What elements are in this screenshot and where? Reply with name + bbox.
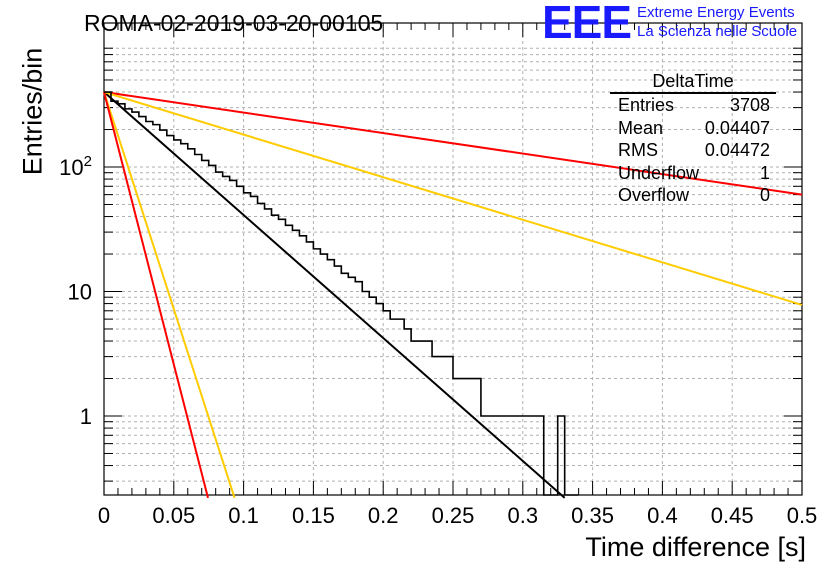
histogram (104, 91, 579, 496)
y-axis-label: Entries/bin (17, 47, 48, 176)
fit-curve-2 (103, 91, 803, 306)
x-tick-label: 0.05 (152, 503, 195, 528)
logo-line-1: Extreme Energy Events (637, 4, 795, 21)
stats-value: 1 (759, 162, 770, 183)
logo-line-2: La Scienza nelle Scuole (637, 23, 798, 40)
x-tick-label: 0.35 (571, 503, 614, 528)
eee-logo: EEE (542, 0, 632, 48)
stats-row: Overflow 0 (610, 184, 776, 207)
histogram-steps (104, 91, 579, 496)
fit-curve-0 (103, 91, 566, 499)
x-tick-label: 0.1 (228, 503, 259, 528)
stats-title: DeltaTime (610, 70, 776, 94)
x-tick-label: 0.5 (787, 503, 818, 528)
stats-value: 3708 (729, 95, 770, 115)
x-tick-label: 0 (98, 503, 110, 528)
stats-row: Underflow 1 (610, 162, 776, 185)
x-tick-label: 0.45 (711, 503, 754, 528)
y-tick-label: 102 (59, 153, 92, 180)
stats-label: Entries (618, 95, 675, 115)
fit-curve-3 (103, 91, 236, 499)
fit-curve-1 (103, 91, 803, 196)
x-axis-label: Time difference [s] (585, 532, 806, 562)
fit-curve-4 (103, 91, 209, 499)
stats-label: Overflow (618, 185, 690, 205)
axes (103, 22, 803, 496)
y-tick-label: 10 (68, 280, 92, 305)
stats-label: RMS (618, 140, 658, 160)
stats-value: 0 (759, 185, 770, 205)
fit-curves (103, 91, 803, 499)
stats-box: DeltaTime Entries 3708 Mean 0.04407 RMS 0.0… (610, 70, 776, 207)
x-tick-label: 0.2 (368, 503, 399, 528)
stats-value: 0.04407 (704, 117, 770, 138)
x-tick-label: 0.4 (647, 503, 678, 528)
x-tick-label: 0.25 (432, 503, 475, 528)
stats-row: RMS 0.04472 (610, 139, 776, 162)
stats-value: 0.04472 (704, 140, 770, 160)
stats-row: Mean 0.04407 (610, 117, 776, 140)
tick-labels: 0 0.05 0.1 0.15 0.2 0.25 0.3 0.35 0.4 0.45 0.51101… (59, 153, 817, 528)
stats-label: Mean (618, 117, 664, 138)
stats-label: Underflow (618, 162, 700, 183)
y-tick-label: 1 (80, 404, 92, 429)
x-tick-label: 0.15 (292, 503, 335, 528)
stats-row: Entries 3708 (610, 94, 776, 117)
chart-title: ROMA-02-2019-03-20-00105 (84, 10, 384, 36)
x-tick-label: 0.3 (508, 503, 539, 528)
